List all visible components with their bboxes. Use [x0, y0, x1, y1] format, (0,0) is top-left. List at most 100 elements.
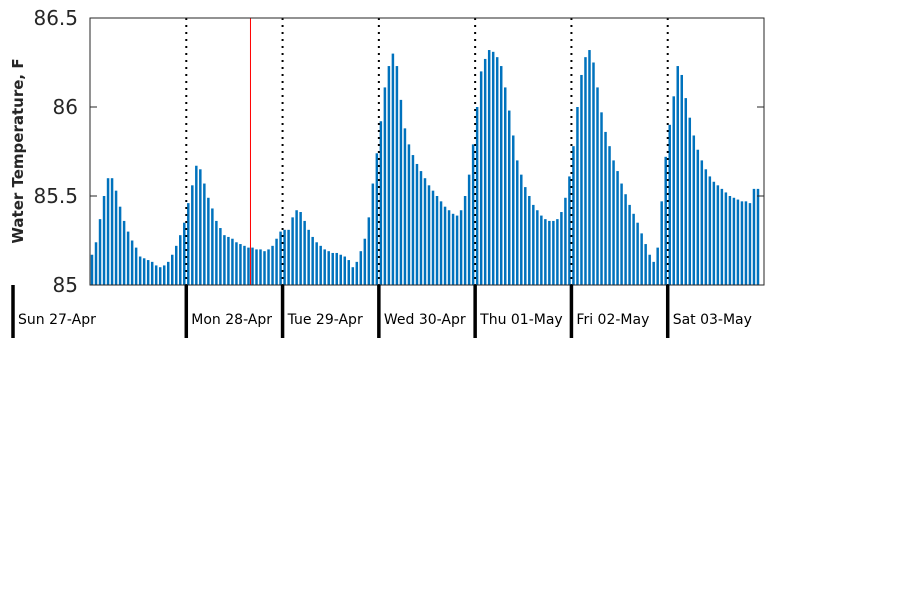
y-tick-label: 85: [53, 273, 78, 297]
bar: [732, 197, 736, 285]
bar: [271, 245, 274, 285]
bar: [752, 188, 756, 285]
bar: [580, 74, 583, 286]
bar: [672, 96, 675, 285]
bar: [604, 131, 607, 285]
bar-series: [90, 50, 760, 286]
bar: [720, 188, 724, 285]
bar: [102, 196, 106, 285]
bar: [512, 135, 515, 285]
bar: [307, 229, 310, 285]
bar: [211, 208, 214, 285]
bar: [508, 110, 511, 285]
bar: [584, 57, 587, 285]
bar: [479, 71, 483, 286]
bar: [203, 183, 206, 285]
bar: [471, 144, 475, 285]
bar: [467, 174, 471, 285]
bar: [231, 238, 234, 285]
bar: [616, 171, 619, 285]
bar: [158, 267, 162, 285]
y-tick-label: 86.5: [33, 6, 78, 30]
bar: [122, 220, 126, 285]
bar: [636, 222, 639, 285]
bar: [692, 135, 696, 285]
bar: [644, 244, 647, 285]
bar: [126, 231, 130, 285]
bar: [612, 160, 615, 285]
bar: [287, 229, 290, 285]
bar: [359, 251, 363, 285]
bar: [195, 165, 198, 285]
bar: [395, 66, 399, 285]
bar: [187, 203, 190, 285]
y-tick-label: 86: [53, 95, 78, 119]
bar: [680, 74, 683, 286]
bar: [162, 265, 166, 285]
bar: [279, 231, 282, 285]
bar: [315, 242, 318, 285]
bar: [600, 112, 603, 285]
bar: [179, 235, 182, 285]
bar: [532, 204, 535, 285]
bar: [588, 50, 591, 285]
bar: [327, 251, 330, 285]
bar: [608, 146, 611, 285]
bar: [371, 183, 375, 285]
bar: [652, 261, 655, 285]
bar: [736, 199, 740, 285]
bar: [483, 58, 487, 285]
bar: [552, 220, 555, 285]
y-tick-label: 85.5: [33, 184, 78, 208]
bar: [291, 217, 294, 285]
bar: [628, 204, 631, 285]
bar: [295, 210, 298, 285]
bar: [299, 212, 302, 285]
y-axis-ticks: 85 85.5 86 86.5: [33, 6, 764, 297]
bar: [700, 160, 704, 285]
bar: [391, 53, 395, 285]
bar: [696, 149, 700, 285]
bar: [118, 206, 122, 285]
bar: [536, 210, 539, 285]
bar: [556, 219, 559, 285]
bar: [528, 196, 531, 285]
bar: [520, 174, 523, 285]
bar: [491, 51, 495, 285]
bar: [463, 196, 467, 285]
bar: [499, 66, 503, 285]
bar: [656, 247, 659, 285]
bar: [748, 203, 752, 285]
bar: [367, 217, 371, 285]
bar: [275, 238, 278, 285]
bar: [387, 66, 391, 285]
bar: [227, 236, 230, 285]
bar: [339, 254, 342, 285]
bar: [259, 249, 262, 285]
bar: [560, 212, 563, 285]
bar: [191, 185, 194, 285]
bar: [455, 215, 459, 285]
bar: [311, 236, 314, 285]
bar: [247, 247, 250, 285]
bar: [740, 201, 744, 285]
bar: [223, 235, 226, 285]
day-label: Sun 27-Apr: [18, 312, 96, 328]
bar: [411, 155, 415, 285]
bar: [684, 98, 688, 285]
bar: [648, 254, 651, 285]
bar: [171, 254, 174, 285]
bar: [130, 240, 134, 285]
bar: [744, 201, 748, 285]
bar: [335, 252, 338, 285]
bar: [355, 261, 359, 285]
bar: [487, 50, 491, 285]
bar: [251, 247, 254, 285]
bar: [154, 265, 158, 285]
bar: [207, 197, 210, 285]
bar: [98, 219, 102, 285]
bar: [451, 213, 455, 285]
bar: [399, 99, 403, 285]
bar: [431, 190, 435, 285]
bar: [756, 188, 760, 285]
